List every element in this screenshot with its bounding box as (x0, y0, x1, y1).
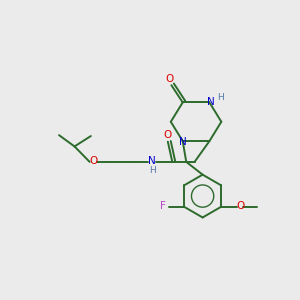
Text: N: N (148, 156, 156, 166)
Text: F: F (160, 201, 166, 211)
Text: O: O (236, 201, 244, 211)
Text: H: H (149, 166, 155, 175)
Text: O: O (89, 156, 98, 166)
Text: N: N (207, 97, 215, 107)
Text: N: N (179, 137, 187, 147)
Text: H: H (218, 93, 224, 102)
Text: O: O (165, 74, 173, 84)
Text: O: O (163, 130, 171, 140)
